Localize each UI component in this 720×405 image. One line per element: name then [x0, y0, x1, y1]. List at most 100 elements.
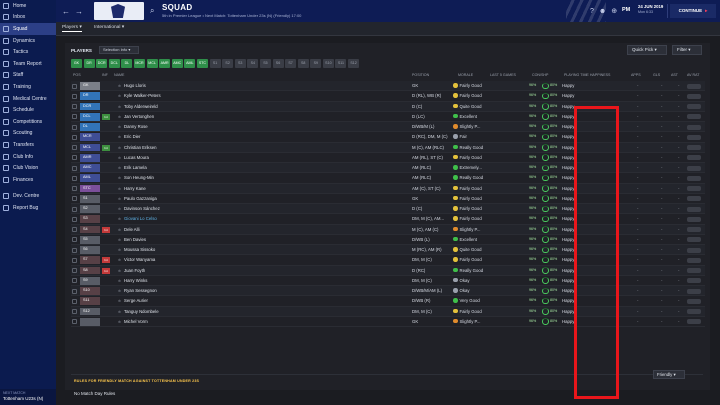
column-header-happiness[interactable]: PLAYING TIME HAPPINESS	[564, 73, 611, 77]
player-name[interactable]: Moussa Sissoko	[118, 247, 155, 252]
position-badge[interactable]: S9	[80, 276, 100, 285]
row-checkbox[interactable]	[72, 257, 77, 263]
position-badge[interactable]: DR	[80, 92, 100, 101]
position-chip-s2[interactable]: S2	[222, 59, 234, 68]
row-checkbox[interactable]	[72, 93, 77, 99]
position-chip-amc[interactable]: AMC	[171, 59, 183, 68]
column-header-pos[interactable]: POS	[73, 73, 81, 77]
player-name[interactable]: Son Heung-Min	[118, 175, 154, 180]
row-checkbox[interactable]	[72, 186, 77, 191]
sidebar-item-training[interactable]: Training	[0, 81, 56, 93]
player-name[interactable]: Ben Davies	[118, 237, 146, 242]
globe-icon[interactable]: ⊕	[611, 8, 618, 15]
sidebar-item-transfers[interactable]: Transfers	[0, 139, 56, 151]
sidebar-item-report-bug[interactable]: Report Bug	[0, 202, 56, 214]
player-name[interactable]: Paulo Gazzaniga	[118, 196, 157, 201]
position-badge[interactable]: S2	[80, 205, 100, 213]
row-checkbox[interactable]	[72, 145, 77, 150]
position-badge[interactable]: GK	[80, 82, 100, 90]
table-row[interactable]: S6 Moussa Sissoko M (RC), AM (R) Quite Good…	[71, 245, 705, 256]
table-row[interactable]: S2 Davinson Sánchez D (C) Fairly Good 96% 80%…	[71, 204, 705, 215]
sidebar-item-schedule[interactable]: Schedule	[0, 104, 56, 116]
row-checkbox[interactable]	[72, 175, 77, 181]
position-badge[interactable]: STC	[80, 184, 100, 193]
selection-info-dropdown[interactable]: Selection Info ▾	[99, 46, 139, 54]
position-chip-mcl[interactable]: MCL	[146, 59, 158, 68]
position-badge[interactable]: S6	[80, 246, 100, 254]
position-badge[interactable]: DCL	[80, 112, 100, 121]
row-checkbox[interactable]	[72, 247, 77, 253]
column-header-last5[interactable]: LAST 5 GAMES	[490, 73, 516, 77]
row-checkbox[interactable]	[72, 124, 77, 130]
table-row[interactable]: MCR Eric Dier D (RC), DM, M (C) Fair 96% 80% H…	[71, 132, 705, 143]
position-chip-s10[interactable]: S10	[322, 59, 334, 68]
position-chip-stc[interactable]: STC	[196, 59, 208, 68]
tab-international[interactable]: International ▾	[94, 25, 124, 30]
table-row[interactable]: DL Danny Rose D/WB/M (L) Slightly P... 96% 80…	[71, 122, 705, 133]
column-header-inf[interactable]: INF	[102, 73, 108, 77]
position-badge[interactable]: AML	[80, 174, 100, 183]
position-badge[interactable]: DL	[80, 123, 100, 131]
position-chip-s7[interactable]: S7	[285, 59, 297, 68]
column-header-position[interactable]: POSITION	[412, 73, 430, 77]
user-icon[interactable]: ☻	[598, 8, 607, 15]
sidebar-item-club-info[interactable]: Club Info	[0, 151, 56, 163]
position-chip-s4[interactable]: S4	[247, 59, 259, 68]
player-name[interactable]: Toby Alderweireld	[118, 104, 158, 109]
position-chip-gk[interactable]: GK	[71, 59, 82, 68]
table-row[interactable]: S3 Giovani Lo Celso DM, M (C), AM... Fairly…	[71, 214, 705, 225]
row-checkbox[interactable]	[72, 155, 77, 161]
row-checkbox[interactable]	[72, 104, 77, 109]
position-chip-s3[interactable]: S3	[234, 59, 246, 68]
column-header-ast[interactable]: AST	[671, 73, 678, 77]
column-header-av-rat[interactable]: AV RAT	[687, 73, 700, 77]
row-checkbox[interactable]	[72, 206, 77, 212]
table-row[interactable]: DR Kyle Walker-Peters D (RL), WB (R) Fairly…	[71, 91, 705, 102]
position-badge[interactable]: S7	[80, 256, 100, 265]
column-header-apps[interactable]: APPS	[631, 73, 641, 77]
sidebar-item-finances[interactable]: Finances	[0, 174, 56, 186]
row-checkbox[interactable]	[72, 134, 77, 140]
position-chip-dcl[interactable]: DCL	[108, 59, 120, 68]
row-checkbox[interactable]	[72, 309, 77, 314]
position-chip-s6[interactable]: S6	[272, 59, 284, 68]
position-badge[interactable]: S11	[80, 297, 100, 306]
position-chip-amr[interactable]: AMR	[159, 59, 171, 68]
position-chip-mcr[interactable]: MCR	[133, 59, 145, 68]
position-chip-s1[interactable]: S1	[209, 59, 221, 68]
sidebar-item-squad[interactable]: Squad	[0, 23, 56, 35]
position-badge[interactable]: S8	[80, 266, 100, 275]
row-checkbox[interactable]	[72, 268, 77, 273]
position-chip-s9[interactable]: S9	[310, 59, 322, 68]
column-header-gls[interactable]: GLS	[653, 73, 661, 77]
table-row[interactable]: S12 Tanguy Ndombele DM, M (C) Fairly Good 96…	[71, 306, 705, 317]
table-row[interactable]: AMC Erik Lamela AM (RLC) Extremely... 96% 80%…	[71, 163, 705, 174]
player-name[interactable]: Victor Wanyama	[118, 257, 155, 262]
sidebar-item-competitions[interactable]: Competitions	[0, 116, 56, 128]
table-row[interactable]: GK Hugo Lloris GK Fairly Good 96% 80% Happy - - -	[71, 81, 705, 92]
player-name[interactable]: Juan Foyth	[118, 268, 145, 273]
player-name[interactable]: Eric Dier	[118, 134, 140, 139]
row-checkbox[interactable]	[72, 288, 77, 294]
table-row[interactable]: S11 Serge Aurier D/WB (R) Very Good 96% 80% Ha…	[71, 296, 705, 307]
player-name[interactable]: Michel Vorm	[118, 319, 148, 324]
table-row[interactable]: AMR Lucas Moura AM (RL), ST (C) Fairly Good…	[71, 153, 705, 163]
position-badge[interactable]	[80, 317, 100, 326]
column-header-morale[interactable]: MORALE	[458, 73, 474, 77]
table-row[interactable]: DCR Toby Alderweireld D (C) Quite Good 96% 80…	[71, 101, 705, 112]
player-name[interactable]: Tanguy Ndombele	[118, 309, 159, 314]
sidebar-item-tactics[interactable]: Tactics	[0, 46, 56, 58]
match-type-dropdown[interactable]: Friendly ▾	[653, 370, 685, 379]
column-header-con-shp[interactable]: CON/SHP	[532, 73, 549, 77]
position-badge[interactable]: DCR	[80, 102, 100, 111]
forward-arrow-icon[interactable]: →	[75, 7, 83, 16]
table-row[interactable]: STC Harry Kane AM (C), ST (C) Fairly Good 96…	[71, 183, 705, 194]
position-chip-s11[interactable]: S11	[335, 59, 347, 68]
table-row[interactable]: S1 Paulo Gazzaniga GK Fairly Good 96% 80% Happ…	[71, 194, 705, 204]
player-name[interactable]: Erik Lamela	[118, 165, 147, 170]
quick-pick-button[interactable]: Quick Pick ▾	[627, 45, 667, 55]
search-icon[interactable]: ⌕	[150, 6, 155, 15]
